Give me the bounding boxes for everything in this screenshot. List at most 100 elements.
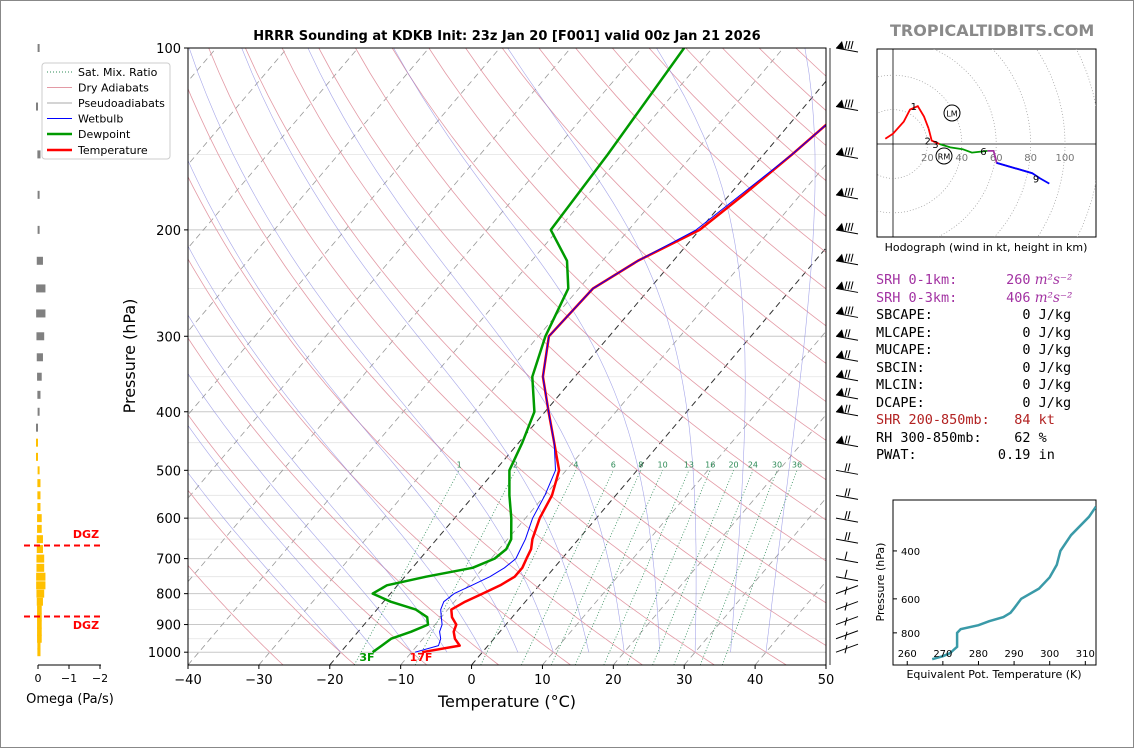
stat-row-label: DCAPE:	[876, 394, 925, 411]
hodo-height-label: 1	[911, 102, 917, 113]
isotherm-10	[542, 330, 826, 665]
wind-barb-feather	[847, 463, 851, 472]
isotherm--30	[258, 48, 784, 665]
wind-barb-staff	[835, 442, 859, 448]
isotherm--70	[188, 48, 501, 416]
y-tick-label: 700	[156, 553, 181, 568]
stat-row-value: 0	[1022, 342, 1031, 358]
mixing-ratio-label: 36	[792, 460, 802, 469]
wind-barb-feather	[844, 404, 848, 413]
wind-barb-feather	[847, 222, 851, 232]
x-tick-label: −10	[387, 673, 414, 688]
srh-row-label: SRH 0-3km:	[876, 289, 958, 306]
omega-bar	[37, 390, 41, 399]
srh-row: SRH 0-1km: 260 m²s⁻²	[876, 272, 1116, 290]
hodo-ring-label: 100	[1055, 153, 1074, 164]
wind-barb-feather	[850, 40, 854, 50]
stat-row-label: RH 300-850mb:	[876, 429, 982, 446]
wind-barb-staff	[835, 287, 859, 293]
wind-barb	[835, 569, 859, 582]
omega-bar	[37, 627, 42, 636]
thetae-panel: 260 270 280 290 300 310 400 600 800 Equivalent P…	[874, 499, 1097, 681]
thetae-x-tick-label: 290	[1005, 649, 1024, 660]
storm-marker-rm-label: RM	[938, 153, 951, 162]
stat-row-label: MUCAPE:	[876, 342, 933, 358]
stat-row-label: PWAT:	[876, 447, 917, 463]
wind-barb-staff	[835, 643, 859, 653]
wind-barb-staff	[835, 312, 859, 318]
srh-row: SRH 0-3km: 406 m²s⁻²	[876, 290, 1116, 308]
dry-adiabat	[188, 258, 572, 665]
pseudoadiabat	[393, 48, 660, 653]
mixing-ratio-label: 4	[573, 460, 578, 469]
omega-bar	[37, 514, 42, 523]
wind-barb-feather	[844, 532, 848, 541]
wind-barb-staff	[835, 229, 859, 235]
series-temperature-line	[421, 123, 826, 654]
isotherm-30	[683, 497, 826, 665]
wind-barb-feather	[847, 40, 851, 50]
spacer	[982, 430, 1015, 446]
stat-row-value: 84	[1014, 412, 1031, 428]
spacer	[957, 290, 1006, 306]
wind-barb-feather	[850, 99, 854, 108]
wind-barb-pennant	[836, 222, 844, 231]
pseudoadiabat	[188, 373, 412, 653]
spacer	[925, 360, 1023, 376]
isotherm--90	[188, 48, 359, 249]
stat-row-value: 62	[1014, 429, 1031, 446]
isotherm--140	[0, 48, 4, 665]
stat-row: MUCAPE: 0 J/kg	[876, 342, 1116, 360]
wind-barb-feather	[844, 586, 848, 595]
thetae-line	[931, 505, 1096, 661]
mixing-ratio-line	[721, 470, 798, 665]
wind-barb	[835, 253, 859, 266]
stat-row: DCAPE: 0 J/kg	[876, 395, 1116, 413]
spacer	[925, 395, 1023, 411]
y-tick-label: 600	[156, 512, 181, 527]
hodo-ring	[992, 49, 1031, 237]
y-tick-label: 400	[156, 406, 181, 421]
omega-bar	[36, 423, 38, 432]
wind-barb-feather	[844, 369, 848, 378]
series-wetbulb-line	[414, 124, 826, 653]
wind-barb	[835, 463, 859, 475]
storm-marker-rm: RM	[935, 147, 953, 165]
pseudoadiabat	[507, 48, 697, 653]
wind-barb-staff	[835, 558, 859, 564]
hodo-ring-label: 80	[1024, 153, 1037, 164]
wind-barb-feather	[847, 532, 851, 541]
wind-barb-feather	[847, 511, 851, 520]
wind-barb-staff	[835, 394, 859, 400]
thetae-ylabel: Pressure (hPa)	[874, 543, 887, 622]
mixing-ratio-line	[414, 470, 516, 665]
thetae-y-tick-label: 400	[901, 547, 920, 558]
isotherm--40	[188, 48, 713, 665]
wind-barb-staff	[835, 47, 859, 53]
wind-barb-feather	[847, 435, 851, 444]
omega-bar	[37, 44, 40, 52]
stat-row-value: 0	[1022, 394, 1031, 411]
omega-bar	[37, 524, 42, 533]
wind-barb	[835, 222, 859, 235]
wind-barb-staff	[835, 469, 859, 475]
mixing-ratio-label: 6	[611, 460, 616, 469]
pseudoadiabat	[188, 425, 377, 653]
omega-xlabel: Omega (Pa/s)	[26, 692, 114, 707]
omega-panel: 0 −1 −2 Omega (Pa/s) DGZ DGZ	[24, 44, 114, 707]
wind-barb	[835, 187, 859, 200]
wind-barb-feather	[850, 306, 854, 315]
legend-label-wetbulb: Wetbulb	[78, 113, 123, 126]
wind-barb	[835, 630, 859, 640]
wind-barb	[835, 643, 859, 654]
omega-bar	[36, 572, 46, 581]
wind-barb-feather	[844, 569, 848, 578]
y-tick-label: 1000	[148, 646, 181, 661]
thetae-x-tick-label: 270	[933, 649, 952, 660]
stat-row-value: 0	[1022, 377, 1031, 393]
x-tick-label: 10	[534, 673, 551, 688]
omega-bar	[37, 605, 42, 614]
wind-barb	[835, 488, 859, 500]
hodo-ring-label: 40	[955, 153, 968, 164]
